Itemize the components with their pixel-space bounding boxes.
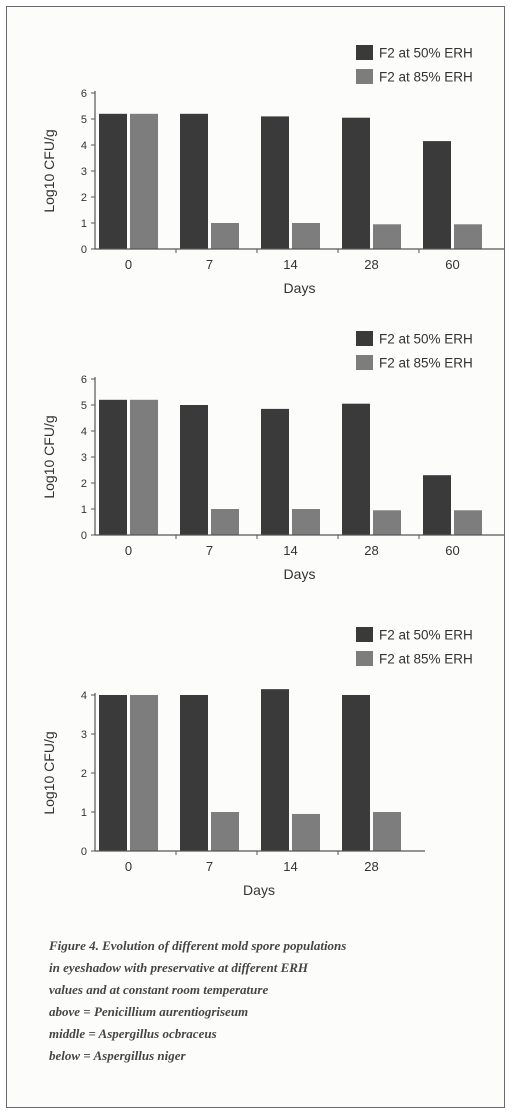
- figure-frame: F2 at 50% ERH F2 at 85% ERH 0 7 14 28 60 0 1 2 3 4 5…: [6, 6, 505, 1108]
- bar: [292, 223, 320, 249]
- bar: [261, 116, 289, 250]
- bar: [130, 695, 158, 851]
- caption-line: values and at constant room temperature: [49, 982, 269, 997]
- bar: [373, 812, 401, 851]
- bar: [423, 141, 451, 249]
- x-tick-label: 14: [283, 859, 297, 874]
- x-tick-label: 60: [445, 257, 459, 272]
- chart-penicillium: F2 at 50% ERH F2 at 85% ERH 0 7 14 28 60 0 1 2 3 4 5…: [41, 45, 504, 296]
- bar: [211, 223, 239, 249]
- y-tick-label: 2: [81, 768, 87, 780]
- bar: [342, 117, 370, 249]
- x-tick-label: 0: [125, 543, 132, 558]
- y-tick-label: 0: [81, 846, 87, 858]
- y-tick-label: 3: [81, 729, 87, 741]
- x-tick-label: 7: [206, 257, 213, 272]
- legend-label: F2 at 50% ERH: [379, 46, 473, 61]
- x-tick-label: 60: [445, 543, 459, 558]
- caption-line: in eyeshadow with preservative at differ…: [49, 960, 309, 975]
- y-tick-label: 4: [81, 426, 87, 438]
- x-tick-label: 28: [364, 543, 378, 558]
- x-tick-label: 0: [125, 257, 132, 272]
- legend-label: F2 at 85% ERH: [379, 356, 473, 371]
- y-tick-label: 5: [81, 114, 87, 126]
- bar: [180, 405, 208, 535]
- bar: [211, 509, 239, 535]
- chart-aspergillus-ochraceus: F2 at 50% ERH F2 at 85% ERH 0 7 14 28 60 0 1 2 3 4 5…: [41, 331, 504, 582]
- legend-swatch: [356, 331, 373, 346]
- y-axis-title: Log10 CFU/g: [41, 129, 57, 212]
- x-tick-label: 0: [125, 859, 132, 874]
- legend-swatch: [356, 45, 373, 60]
- chart-aspergillus-niger: F2 at 50% ERH F2 at 85% ERH 0 7 14 28 0 1 2 3 4 Log…: [41, 627, 473, 898]
- bar: [99, 399, 127, 535]
- bar: [454, 510, 482, 535]
- y-tick-label: 2: [81, 478, 87, 490]
- legend-label: F2 at 85% ERH: [379, 652, 473, 667]
- y-tick-label: 0: [81, 530, 87, 542]
- bar: [130, 113, 158, 249]
- y-tick-label: 1: [81, 504, 87, 516]
- y-tick-label: 6: [81, 374, 87, 386]
- bar: [342, 695, 370, 851]
- caption-line: below = Aspergillus niger: [49, 1048, 186, 1063]
- y-tick-label: 5: [81, 400, 87, 412]
- bar: [423, 475, 451, 535]
- y-tick-label: 1: [81, 218, 87, 230]
- x-axis-title: Days: [284, 280, 316, 296]
- bar: [130, 399, 158, 535]
- x-tick-label: 7: [206, 859, 213, 874]
- x-tick-label: 28: [364, 859, 378, 874]
- y-tick-label: 1: [81, 807, 87, 819]
- legend-swatch: [356, 651, 373, 666]
- x-tick-label: 7: [206, 543, 213, 558]
- caption-line: Figure 4. Evolution of different mold sp…: [49, 938, 347, 953]
- x-tick-label: 14: [283, 543, 297, 558]
- y-tick-label: 6: [81, 88, 87, 100]
- x-tick-label: 14: [283, 257, 297, 272]
- bar: [180, 695, 208, 851]
- bar: [261, 408, 289, 535]
- x-axis-title: Days: [284, 566, 316, 582]
- y-tick-label: 3: [81, 166, 87, 178]
- caption-line: middle = Aspergillus ocbraceus: [49, 1026, 217, 1041]
- y-tick-label: 4: [81, 690, 87, 702]
- bar: [211, 812, 239, 851]
- legend-label: F2 at 50% ERH: [379, 628, 473, 643]
- legend-swatch: [356, 355, 373, 370]
- bar: [292, 509, 320, 535]
- legend-swatch: [356, 69, 373, 84]
- legend-label: F2 at 50% ERH: [379, 332, 473, 347]
- legend-swatch: [356, 627, 373, 642]
- y-tick-label: 4: [81, 140, 87, 152]
- bar: [454, 224, 482, 249]
- caption-line: above = Penicillium aurentiogriseum: [49, 1004, 249, 1019]
- y-tick-label: 2: [81, 192, 87, 204]
- x-tick-label: 28: [364, 257, 378, 272]
- legend-label: F2 at 85% ERH: [379, 70, 473, 85]
- bar: [292, 813, 320, 851]
- figure-caption: Figure 4. Evolution of different mold sp…: [49, 935, 489, 1067]
- bar: [373, 510, 401, 535]
- bar: [373, 224, 401, 249]
- bar: [99, 113, 127, 249]
- y-tick-label: 3: [81, 452, 87, 464]
- y-axis-title: Log10 CFU/g: [41, 731, 57, 814]
- bar: [180, 113, 208, 249]
- bar: [342, 403, 370, 535]
- x-axis-title: Days: [243, 882, 275, 898]
- y-tick-label: 0: [81, 244, 87, 256]
- bar: [99, 695, 127, 851]
- bar: [261, 689, 289, 851]
- y-axis-title: Log10 CFU/g: [41, 415, 57, 498]
